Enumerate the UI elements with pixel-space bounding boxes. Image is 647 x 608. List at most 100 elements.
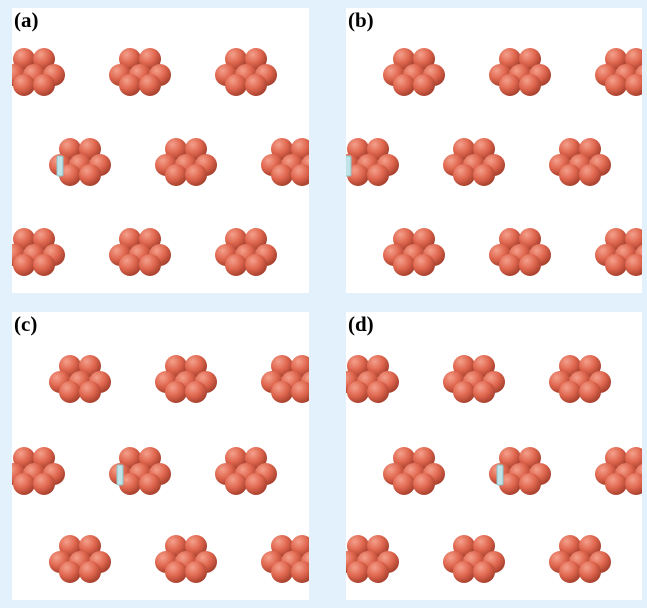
atom [271, 138, 293, 160]
atom [13, 254, 35, 276]
atom-cluster [12, 228, 65, 276]
atom [245, 74, 267, 96]
atom [119, 447, 141, 469]
adsorbate-marker [496, 464, 504, 486]
atom [185, 164, 207, 186]
atom [139, 254, 161, 276]
panel-a: (a) [12, 8, 309, 293]
panel-b: (b) [346, 8, 642, 293]
atom [367, 138, 389, 160]
atom [79, 138, 101, 160]
atom [13, 447, 35, 469]
atom [499, 48, 521, 70]
atom [245, 447, 267, 469]
atom [185, 561, 207, 583]
atom [59, 138, 81, 160]
adsorbate-marker [56, 155, 64, 177]
atom-cluster [155, 138, 217, 186]
atom [499, 254, 521, 276]
atom-cluster [549, 355, 611, 403]
atom [499, 228, 521, 250]
atom [393, 254, 415, 276]
cluster-lattice-b [346, 48, 642, 276]
atom [393, 473, 415, 495]
atom-cluster [549, 535, 611, 583]
atom [33, 254, 55, 276]
atom [139, 74, 161, 96]
atom [519, 447, 541, 469]
atom [165, 381, 187, 403]
panel-label-c: (c) [14, 312, 38, 336]
atom [453, 164, 475, 186]
atom [165, 138, 187, 160]
atom [625, 473, 642, 495]
atom [119, 473, 141, 495]
atom [291, 535, 309, 557]
atom [33, 228, 55, 250]
atom-cluster [443, 355, 505, 403]
atom [393, 74, 415, 96]
atom [79, 381, 101, 403]
atom [225, 447, 247, 469]
atom [13, 228, 35, 250]
atom [225, 74, 247, 96]
atom [347, 138, 369, 160]
atom [165, 535, 187, 557]
atom [453, 355, 475, 377]
atom [499, 473, 521, 495]
atom-cluster [346, 355, 399, 403]
adsorbate-marker [116, 464, 124, 486]
atom [413, 447, 435, 469]
atom-cluster [489, 228, 551, 276]
atom-cluster [595, 447, 642, 495]
atom [13, 74, 35, 96]
panel-d: (d) [346, 312, 642, 600]
atom-cluster [261, 535, 309, 583]
atom [347, 164, 369, 186]
atom [499, 74, 521, 96]
atom-cluster [109, 228, 171, 276]
atom-cluster [595, 48, 642, 96]
atom [59, 164, 81, 186]
atom [413, 228, 435, 250]
atom [79, 535, 101, 557]
atom [139, 447, 161, 469]
atom [59, 381, 81, 403]
atom [59, 561, 81, 583]
atom [473, 535, 495, 557]
atom [225, 228, 247, 250]
atom [579, 164, 601, 186]
atom-cluster [489, 447, 551, 495]
atom [33, 74, 55, 96]
atom [271, 381, 293, 403]
atom [139, 228, 161, 250]
atom [185, 138, 207, 160]
atom [559, 355, 581, 377]
panel-c: (c) [12, 312, 309, 600]
atom-cluster [383, 447, 445, 495]
atom [605, 48, 627, 70]
atom [559, 381, 581, 403]
atom [33, 473, 55, 495]
atom [519, 48, 541, 70]
atom [473, 381, 495, 403]
atom [271, 561, 293, 583]
atom [347, 355, 369, 377]
atom [245, 254, 267, 276]
atom [119, 48, 141, 70]
atom [519, 228, 541, 250]
atom [413, 473, 435, 495]
atom-cluster [155, 355, 217, 403]
atom [139, 473, 161, 495]
atom [119, 74, 141, 96]
atom [367, 561, 389, 583]
atom-cluster [49, 355, 111, 403]
atom [367, 381, 389, 403]
atom [245, 48, 267, 70]
atom-cluster [12, 48, 65, 96]
atom [185, 535, 207, 557]
atom [453, 381, 475, 403]
atom [453, 535, 475, 557]
atom [59, 355, 81, 377]
atom-cluster [155, 535, 217, 583]
